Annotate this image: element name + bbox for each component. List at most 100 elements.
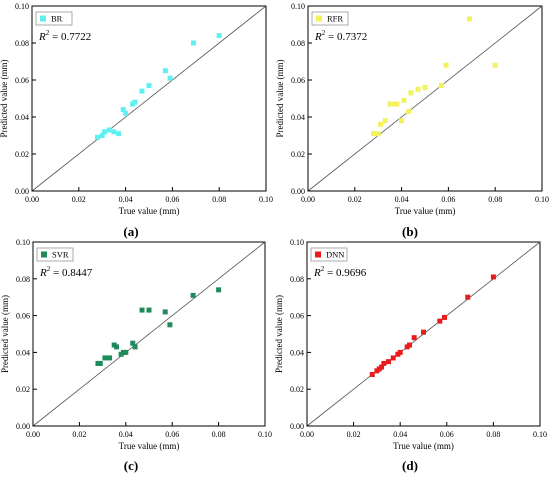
legend-box <box>310 247 348 262</box>
y-tick-label: 0.00 <box>290 422 304 431</box>
data-point <box>379 364 385 370</box>
r2-value: = 0.7722 <box>49 31 91 43</box>
data-point <box>490 274 496 280</box>
data-point <box>422 84 428 90</box>
x-tick-label: 0.04 <box>119 195 133 204</box>
data-point <box>492 62 498 68</box>
y-tick-label: 0.10 <box>291 2 305 11</box>
y-tick-label: 0.10 <box>290 238 304 247</box>
data-point <box>415 86 421 92</box>
x-tick-label: 0.04 <box>393 430 407 439</box>
panel-a: 0.00 0.02 0.04 0.06 0.08 0.10 0.00 0.02 0.04 0.06… <box>0 2 273 239</box>
data-point <box>167 322 173 328</box>
r2-annotation: R2 = 0.9696 <box>313 265 367 279</box>
x-tick-label: 0.06 <box>441 195 455 204</box>
data-point <box>132 344 138 350</box>
x-axis-label: True value (mm) <box>119 441 180 451</box>
y-tick-label: 0.06 <box>15 76 29 85</box>
data-point <box>106 127 112 133</box>
data-point <box>120 107 126 113</box>
r2-superscript: 2 <box>47 265 51 273</box>
x-axis-label: True value (mm) <box>395 206 456 216</box>
data-point <box>466 16 472 22</box>
data-point <box>111 129 117 135</box>
data-point <box>421 329 426 335</box>
panel-label: (a) <box>123 224 138 239</box>
data-point <box>394 101 400 107</box>
y-tick-label: 0.00 <box>291 187 305 196</box>
data-point <box>130 340 136 346</box>
x-tick-label: 0.08 <box>212 195 226 204</box>
legend-box <box>35 11 73 26</box>
y-axis-label: Predicted value (mm) <box>274 295 284 373</box>
data-point <box>389 101 395 107</box>
plot-frame <box>31 5 267 192</box>
data-point <box>441 314 447 320</box>
legend-marker <box>40 15 46 22</box>
data-point <box>397 349 403 355</box>
x-tick-label: 0.04 <box>395 195 409 204</box>
r2-symbol: R <box>38 31 46 43</box>
y-tick-label: 0.02 <box>16 385 30 394</box>
y-tick-label: 0.08 <box>290 275 304 284</box>
r2-symbol: R <box>313 267 321 279</box>
y-tick-label: 0.02 <box>290 385 304 394</box>
data-point <box>371 131 377 137</box>
data-point <box>162 68 168 74</box>
x-tick-label: 0.00 <box>25 195 39 204</box>
r2-value: = 0.9696 <box>324 267 366 279</box>
x-tick-label: 0.10 <box>535 195 549 204</box>
panel-label: (b) <box>402 224 418 239</box>
r2-symbol: R <box>314 31 322 43</box>
data-point <box>216 287 222 293</box>
y-tick-label: 0.04 <box>16 348 30 357</box>
y-tick-label: 0.04 <box>290 348 304 357</box>
data-point <box>390 355 396 361</box>
data-point <box>381 360 387 366</box>
y-tick-label: 0.08 <box>15 39 29 48</box>
y-tick-label: 0.10 <box>16 238 30 247</box>
y-tick-label: 0.08 <box>16 275 30 284</box>
data-point <box>146 83 152 89</box>
legend-marker <box>41 251 47 258</box>
panel-d: 0.00 0.02 0.04 0.06 0.08 0.10 0.00 0.02 0.04 0.06… <box>274 238 547 473</box>
x-axis-label: True value (mm) <box>119 206 180 216</box>
plot-frame <box>306 241 541 427</box>
y-axis-label: Predicted value (mm) <box>275 60 285 138</box>
data-point <box>369 371 375 377</box>
data-point <box>382 118 388 124</box>
data-point <box>190 40 196 46</box>
data-point <box>107 355 113 361</box>
data-point <box>97 360 103 366</box>
data-point <box>95 134 101 140</box>
x-tick-label: 0.04 <box>119 430 133 439</box>
data-point <box>190 292 196 298</box>
legend-label: RFR <box>327 14 343 24</box>
r2-annotation: R2 = 0.7722 <box>38 29 91 43</box>
data-point <box>443 62 449 68</box>
legend-label: BR <box>51 14 63 24</box>
x-tick-label: 0.08 <box>486 430 500 439</box>
legend-marker <box>315 251 321 258</box>
r2-superscript: 2 <box>321 265 325 273</box>
data-point <box>375 131 381 137</box>
y-axis-label: Predicted value (mm) <box>0 295 10 373</box>
legend-label: DNN <box>326 250 344 260</box>
data-point <box>114 344 120 350</box>
plot-frame <box>307 5 543 192</box>
data-point <box>378 121 384 127</box>
data-point <box>139 88 145 94</box>
data-point <box>116 131 122 137</box>
data-point <box>406 108 412 114</box>
r2-annotation: R2 = 0.7372 <box>314 29 367 43</box>
data-point <box>132 99 138 105</box>
legend-label: SVR <box>52 250 69 260</box>
legend-marker <box>316 15 322 22</box>
y-tick-label: 0.00 <box>15 187 29 196</box>
y-tick-label: 0.06 <box>291 76 305 85</box>
data-point <box>162 309 168 315</box>
x-tick-label: 0.00 <box>301 195 315 204</box>
data-point <box>465 294 471 300</box>
r2-value: = 0.8447 <box>50 267 92 279</box>
